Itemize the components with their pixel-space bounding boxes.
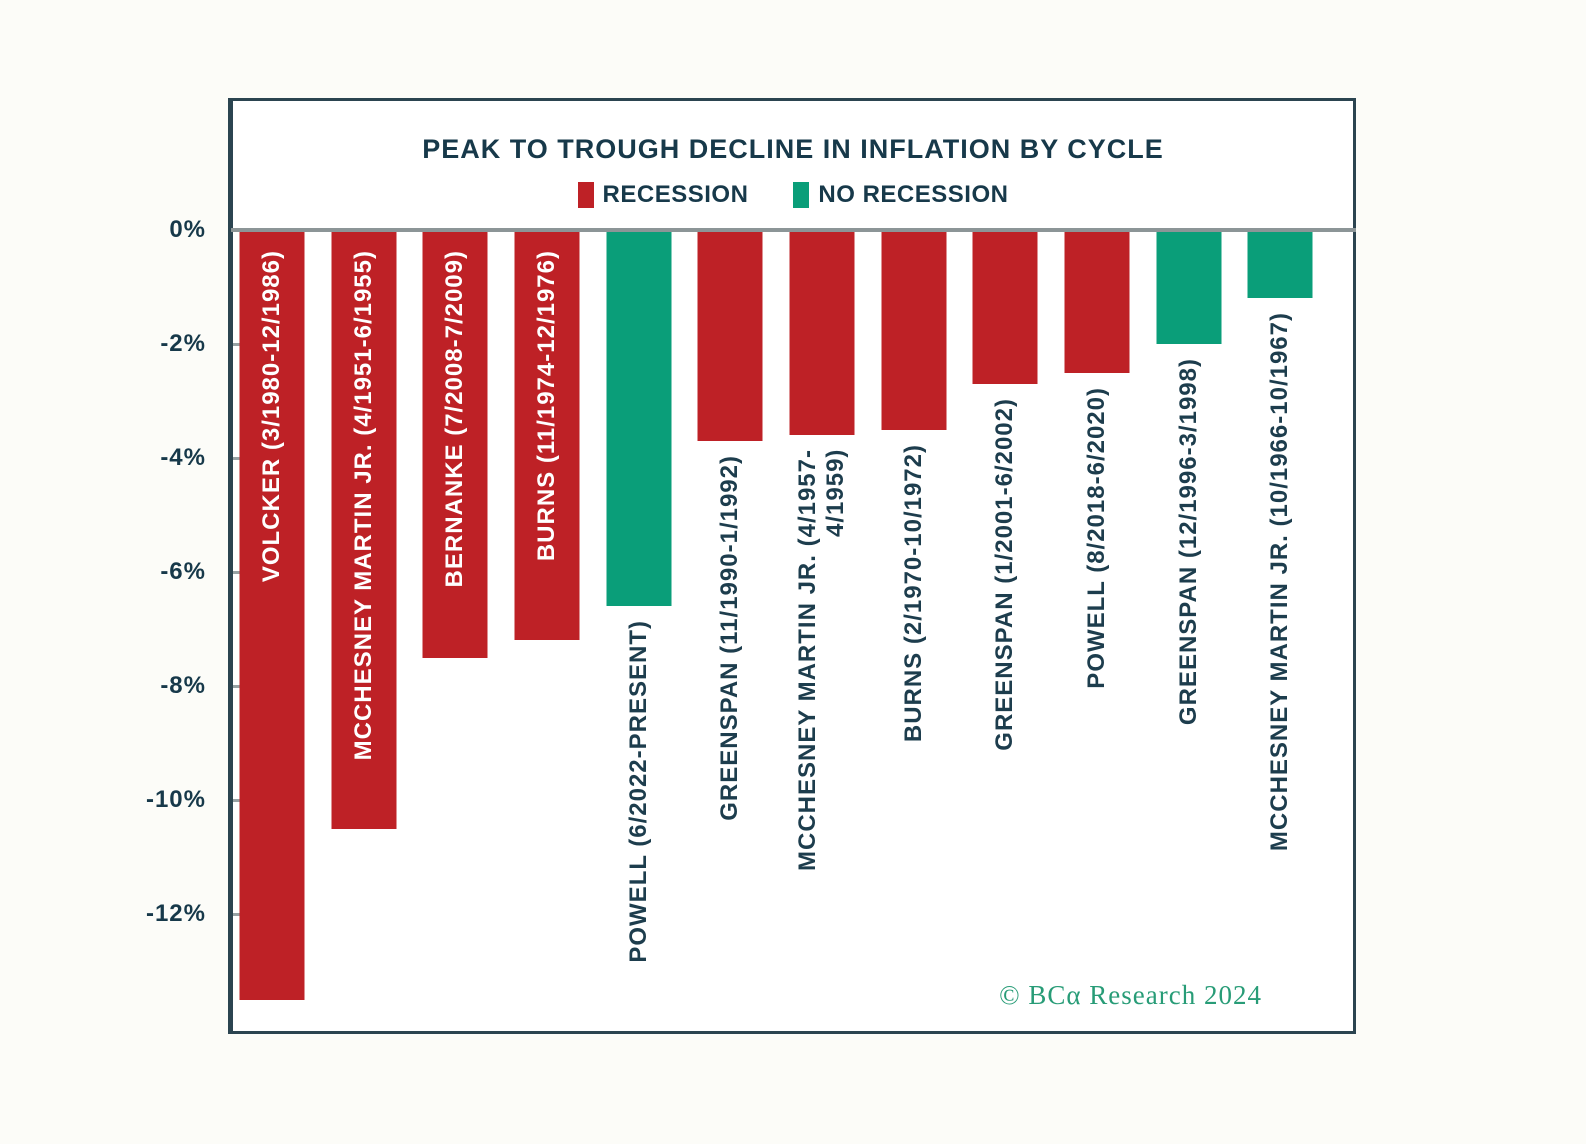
- bar-column: MCCHESNEY MARTIN JR. (4/1951-6/1955): [318, 230, 410, 1031]
- plot-area: VOLCKER (3/1980-12/1986) MCCHESNEY MARTIN…: [231, 228, 1356, 1031]
- bar-column: MCCHESNEY MARTIN JR. (4/1957- 4/1959): [776, 230, 868, 1031]
- recession-bar: [331, 230, 396, 829]
- y-axis-tick-label: -4%: [160, 444, 206, 471]
- bar-column: MCCHESNEY MARTIN JR. (10/1966-10/1967): [1234, 230, 1326, 1031]
- recession-bar: [1064, 230, 1130, 373]
- recession-bar: [422, 230, 488, 658]
- bar-label: MCCHESNEY MARTIN JR. (4/1957- 4/1959): [793, 449, 849, 872]
- bar-label: GREENSPAN (1/2001-6/2002): [991, 397, 1019, 751]
- bar-label: MCCHESNEY MARTIN JR. (4/1951-6/1955): [349, 250, 377, 761]
- bar-columns: VOLCKER (3/1980-12/1986) MCCHESNEY MARTIN…: [226, 230, 1326, 1031]
- recession-color-swatch: [577, 182, 594, 208]
- legend-label: RECESSION: [602, 181, 749, 208]
- axis-tick-mark: [233, 685, 242, 688]
- y-axis-tick-label: -6%: [160, 558, 206, 585]
- chart-title: PEAK TO TROUGH DECLINE IN INFLATION BY C…: [422, 134, 1164, 164]
- recession-bar: [972, 230, 1038, 384]
- bar-column: BERNANKE (7/2008-7/2009): [409, 230, 501, 1031]
- bar-label: POWELL (6/2022-PRESENT): [624, 620, 652, 963]
- axis-tick-mark: [233, 571, 242, 574]
- legend-label: NO RECESSION: [818, 181, 1009, 208]
- y-axis: 0% -2% -4% -6% -8% -10% -12%: [118, 0, 206, 1144]
- bar-column: POWELL (8/2018-6/2020): [1051, 230, 1143, 1031]
- bar-label: POWELL (8/2018-6/2020): [1082, 386, 1110, 689]
- bar-column: VOLCKER (3/1980-12/1986): [226, 230, 318, 1031]
- bar-column: GREENSPAN (11/1990-1/1992): [684, 230, 776, 1031]
- recession-bar: [789, 230, 855, 436]
- y-axis-tick-label: -8%: [160, 672, 206, 699]
- bar-label: BURNS (11/1974-12/1976): [532, 250, 560, 562]
- no-recession-color-swatch: [793, 182, 810, 208]
- bar-column: GREENSPAN (1/2001-6/2002): [959, 230, 1051, 1031]
- axis-tick-mark: [233, 799, 242, 802]
- legend-item-no-recession: NO RECESSION: [793, 181, 1008, 209]
- y-axis-tick-label: -12%: [145, 900, 206, 927]
- bar-label: MCCHESNEY MARTIN JR. (10/1966-10/1967): [1266, 312, 1294, 852]
- no-recession-bar: [1156, 230, 1222, 344]
- recession-bar: [514, 230, 580, 641]
- bar-column: BURNS (2/1970-10/1972): [868, 230, 960, 1031]
- y-axis-tick-label: 0%: [169, 216, 206, 243]
- axis-tick-mark: [233, 457, 242, 460]
- axis-tick-mark: [233, 913, 242, 916]
- axis-tick-mark: [233, 343, 242, 346]
- legend: RECESSION NO RECESSION: [233, 181, 1353, 209]
- bar-label: GREENSPAN (12/1996-3/1998): [1174, 358, 1202, 726]
- bar-label: GREENSPAN (11/1990-1/1992): [716, 454, 744, 821]
- bar-column: GREENSPAN (12/1996-3/1998): [1143, 230, 1235, 1031]
- chart-area: PEAK TO TROUGH DECLINE IN INFLATION BY C…: [228, 98, 1356, 1034]
- recession-bar: [881, 230, 947, 430]
- y-axis-tick-label: -10%: [145, 786, 206, 813]
- source-credit: © BCα Research 2024: [999, 980, 1262, 1010]
- recession-bar: [239, 230, 305, 1000]
- bar-label: BERNANKE (7/2008-7/2009): [441, 250, 469, 588]
- no-recession-bar: [1247, 230, 1313, 299]
- y-axis-tick-label: -2%: [160, 330, 206, 357]
- legend-item-recession: RECESSION: [577, 181, 749, 209]
- recession-bar: [697, 230, 763, 441]
- bar-column: BURNS (11/1974-12/1976): [501, 230, 593, 1031]
- bar-label: VOLCKER (3/1980-12/1986): [257, 250, 285, 583]
- bar-label: BURNS (2/1970-10/1972): [899, 443, 927, 742]
- bar-column: POWELL (6/2022-PRESENT): [593, 230, 685, 1031]
- no-recession-bar: [606, 230, 672, 607]
- zero-baseline: [231, 228, 1356, 232]
